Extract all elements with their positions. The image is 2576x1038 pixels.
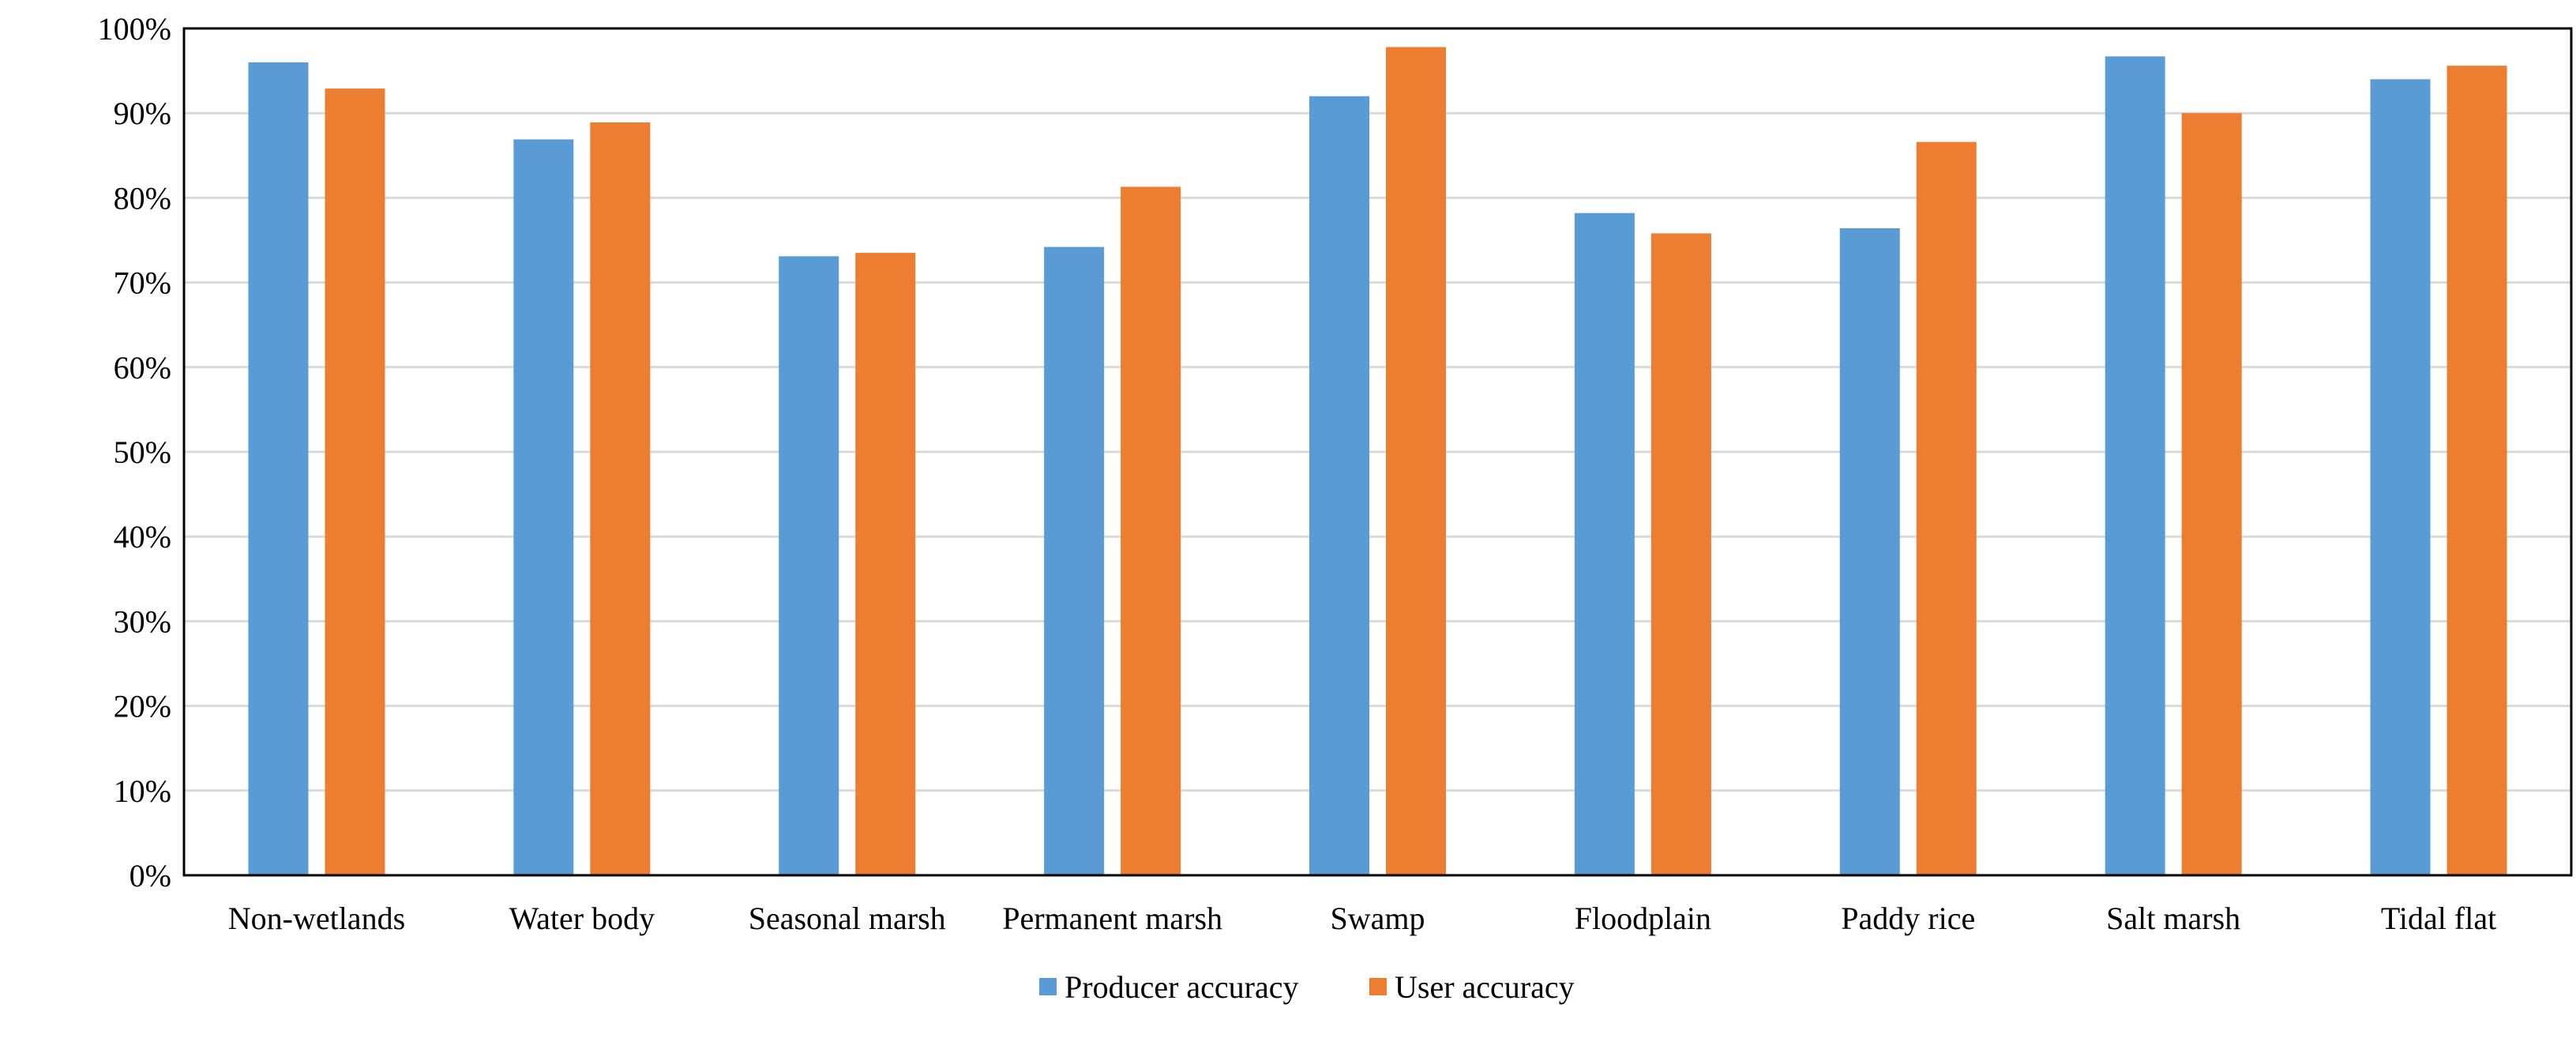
legend-label: Producer accuracy [1065, 969, 1298, 1005]
y-tick-label: 70% [114, 265, 171, 301]
y-tick-label: 100% [98, 11, 171, 47]
y-tick-labels: 0% 10% 20% 30% 40% 50% 60% 70% 80% 90% 100% [98, 11, 171, 893]
x-tick-label: Permanent marsh [1002, 901, 1222, 936]
bar-producer-non-wetlands [248, 62, 309, 875]
y-tick-label: 60% [114, 350, 171, 385]
y-tick-label: 40% [114, 519, 171, 555]
y-tick-label: 50% [114, 434, 171, 470]
bar-user-tidal-flat [2446, 66, 2507, 876]
bar-user-water-body [590, 122, 651, 875]
bar-user-permanent-marsh [1121, 186, 1181, 876]
legend-swatch-producer [1039, 978, 1057, 995]
x-tick-label: Salt marsh [2106, 901, 2240, 936]
bar-producer-water-body [513, 139, 574, 875]
legend-label: User accuracy [1395, 969, 1575, 1005]
bar-user-swamp [1386, 47, 1446, 876]
y-tick-label: 90% [114, 96, 171, 131]
bar-user-salt-marsh [2181, 113, 2242, 875]
x-tick-label: Non-wetlands [228, 901, 405, 936]
axes [182, 27, 2573, 877]
bar-producer-paddy-rice [1839, 228, 1900, 875]
bar-producer-permanent-marsh [1044, 246, 1105, 875]
bar-producer-seasonal-marsh [779, 256, 839, 875]
y-tick-label: 10% [114, 773, 171, 809]
bar-user-seasonal-marsh [855, 253, 916, 876]
bar-user-non-wetlands [325, 88, 385, 875]
bars [248, 47, 2507, 876]
y-tick-label: 20% [114, 689, 171, 724]
gridlines [184, 111, 2571, 792]
y-tick-label: 80% [114, 180, 171, 216]
x-tick-labels: Non-wetlands Water body Seasonal marsh Perm… [228, 901, 2496, 936]
bar-user-floodplain [1650, 233, 1711, 875]
bar-producer-salt-marsh [2105, 56, 2165, 876]
bar-user-paddy-rice [1916, 141, 1977, 875]
x-tick-label: Tidal flat [2381, 901, 2496, 936]
x-tick-label: Floodplain [1575, 901, 1711, 936]
y-tick-label: 30% [114, 604, 171, 639]
bar-producer-swamp [1309, 96, 1369, 875]
bar-producer-floodplain [1574, 212, 1635, 875]
legend: Producer accuracy User accuracy [1039, 969, 1575, 1005]
x-tick-label: Swamp [1331, 901, 1425, 936]
x-tick-label: Paddy rice [1841, 901, 1975, 936]
plot-frame [182, 27, 2573, 877]
legend-swatch-user [1369, 978, 1387, 995]
bar-producer-tidal-flat [2370, 79, 2431, 875]
y-tick-label: 0% [130, 858, 171, 893]
x-tick-label: Water body [509, 901, 655, 936]
x-tick-label: Seasonal marsh [749, 901, 946, 936]
